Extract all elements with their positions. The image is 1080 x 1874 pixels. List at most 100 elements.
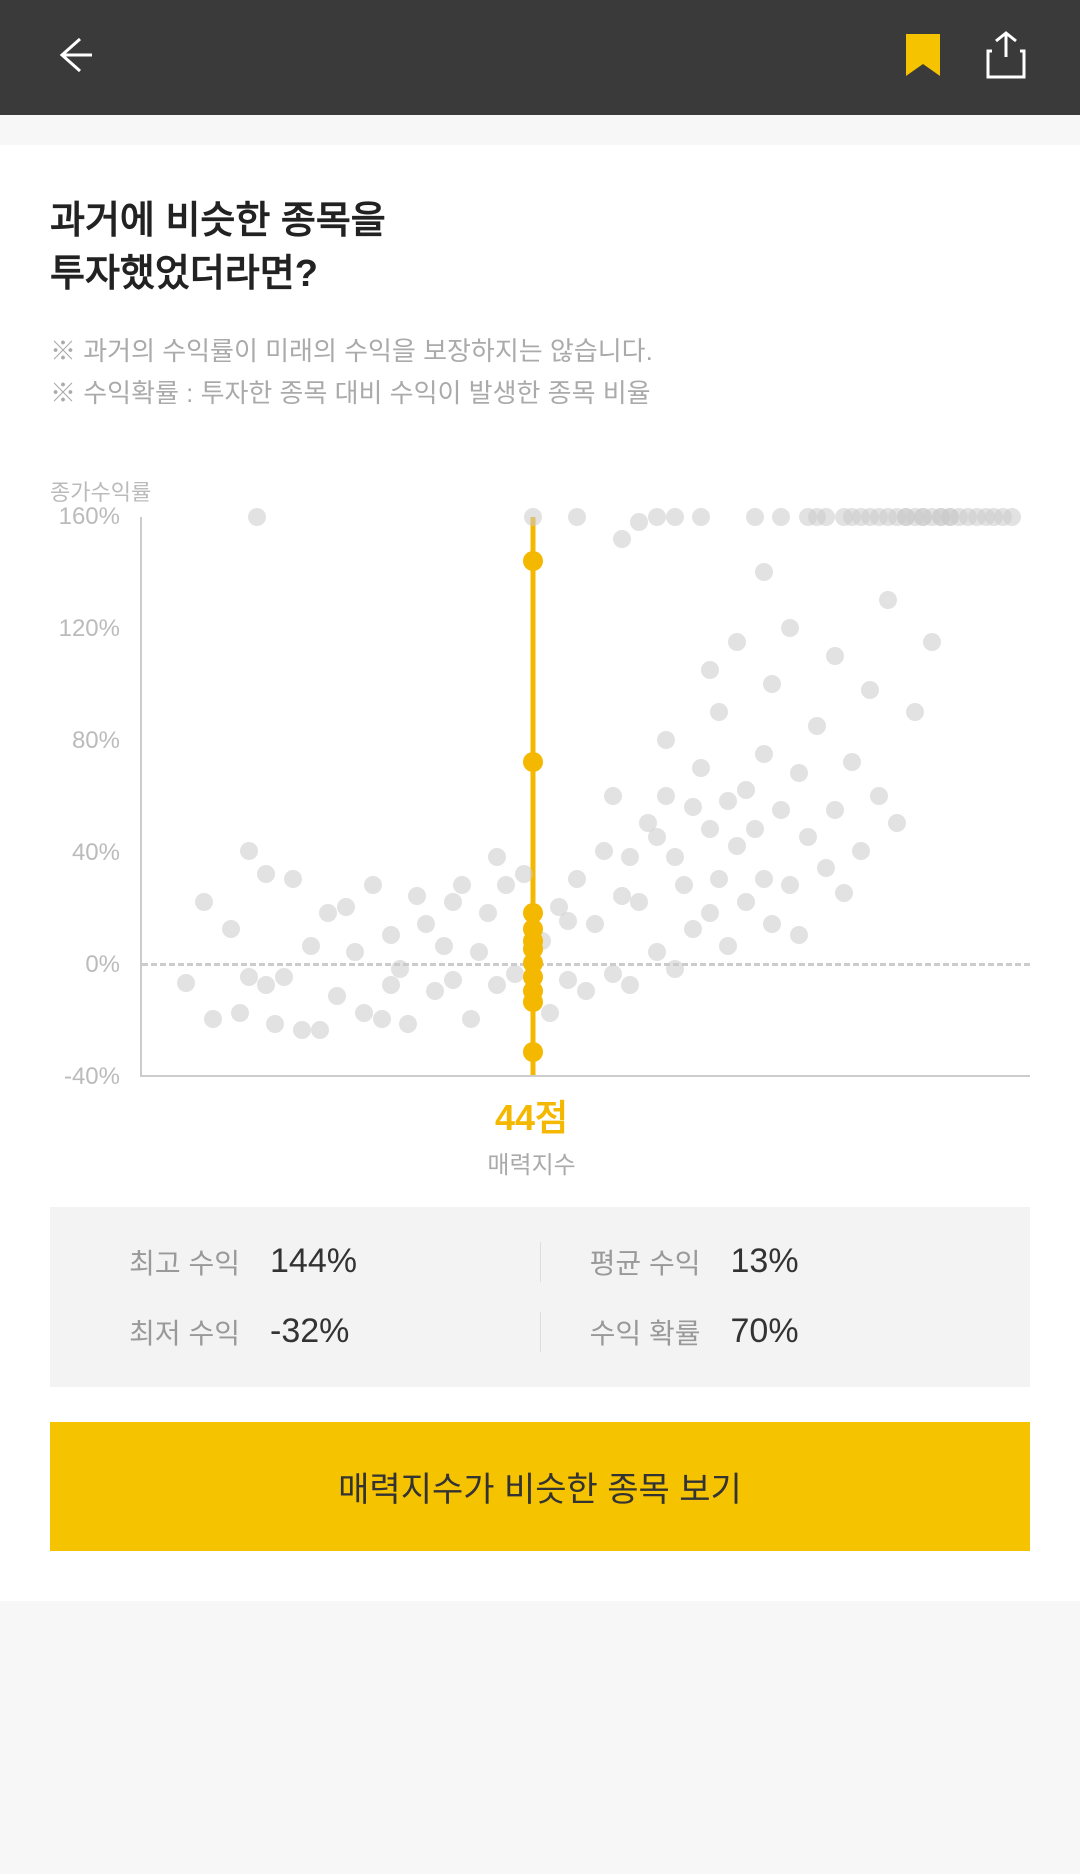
scatter-dot (746, 508, 764, 526)
scatter-dot (328, 987, 346, 1005)
scatter-dot (559, 971, 577, 989)
scatter-dot (826, 647, 844, 665)
scatter-dot (763, 915, 781, 933)
scatter-dot (257, 865, 275, 883)
scatter-dot (373, 1010, 391, 1028)
scatter-dot (630, 513, 648, 531)
score-value: 44점 (487, 1089, 575, 1141)
scatter-dot (728, 837, 746, 855)
scatter-chart: 종가수익률 160%120%80%40%0%-40% 44점 매력지수 (50, 475, 1030, 1077)
scatter-dot (684, 798, 702, 816)
scatter-dot (701, 661, 719, 679)
scatter-dot (613, 887, 631, 905)
scatter-dot (497, 876, 515, 894)
stat-value-prob: 70% (731, 1312, 799, 1351)
scatter-dot (568, 508, 586, 526)
scatter-dot (595, 842, 613, 860)
scatter-dot (772, 508, 790, 526)
stat-value-max: 144% (270, 1242, 357, 1281)
highlight-dot (523, 1042, 543, 1062)
scatter-dot (621, 976, 639, 994)
scatter-dot (506, 965, 524, 983)
scatter-dot (524, 508, 542, 526)
scatter-dot (755, 870, 773, 888)
scatter-dot (515, 865, 533, 883)
stat-label-avg: 평균 수익 (571, 1242, 701, 1282)
scatter-dot (364, 876, 382, 894)
stat-label-max: 최고 수익 (110, 1242, 240, 1282)
share-button[interactable] (982, 29, 1030, 86)
scatter-dot (604, 965, 622, 983)
scatter-dot (311, 1021, 329, 1039)
scatter-dot (684, 920, 702, 938)
scatter-dot (559, 912, 577, 930)
scatter-dot (826, 801, 844, 819)
stat-value-min: -32% (270, 1312, 349, 1351)
scatter-dot (648, 508, 666, 526)
scatter-dot (204, 1010, 222, 1028)
scatter-dot (426, 982, 444, 1000)
scatter-dot (346, 943, 364, 961)
score-caption: 매력지수 (487, 1145, 575, 1180)
scatter-dot (399, 1015, 417, 1033)
scatter-dot (257, 976, 275, 994)
scatter-dot (453, 876, 471, 894)
scatter-dot (222, 920, 240, 938)
back-button[interactable] (50, 31, 98, 84)
scatter-dot (692, 508, 710, 526)
scatter-dot (586, 915, 604, 933)
scatter-dot (568, 870, 586, 888)
scatter-dot (417, 915, 435, 933)
app-header (0, 0, 1080, 115)
stat-label-prob: 수익 확률 (571, 1312, 701, 1352)
scatter-dot (790, 926, 808, 944)
scatter-dot (843, 753, 861, 771)
scatter-dot (701, 820, 719, 838)
scatter-dot (888, 814, 906, 832)
scatter-dot (275, 968, 293, 986)
scatter-dot (293, 1021, 311, 1039)
view-similar-button[interactable]: 매력지수가 비슷한 종목 보기 (50, 1422, 1030, 1551)
scatter-dot (541, 1004, 559, 1022)
scatter-dot (701, 904, 719, 922)
scatter-dot (657, 787, 675, 805)
scatter-dot (177, 974, 195, 992)
scatter-dot (906, 703, 924, 721)
highlight-dot (523, 551, 543, 571)
stat-value-avg: 13% (731, 1242, 799, 1281)
scatter-dot (240, 968, 258, 986)
scatter-dot (808, 717, 826, 735)
scatter-dot (479, 904, 497, 922)
y-tick: 80% (72, 727, 120, 755)
scatter-dot (1003, 508, 1021, 526)
scatter-dot (728, 633, 746, 651)
scatter-dot (488, 976, 506, 994)
scatter-dot (248, 508, 266, 526)
scatter-dot (763, 675, 781, 693)
scatter-dot (382, 926, 400, 944)
scatter-dot (817, 508, 835, 526)
scatter-dot (772, 801, 790, 819)
scatter-dot (755, 563, 773, 581)
scatter-dot (666, 848, 684, 866)
y-tick: 160% (59, 503, 120, 531)
y-tick: 0% (85, 951, 120, 979)
scatter-dot (799, 828, 817, 846)
bookmark-button[interactable] (904, 32, 942, 83)
y-axis-label: 종가수익률 (50, 475, 1030, 507)
scatter-dot (621, 848, 639, 866)
stats-panel: 최고 수익 144% 평균 수익 13% 최저 수익 -32% 수익 확률 70… (50, 1207, 1030, 1387)
scatter-dot (408, 887, 426, 905)
disclaimer-text: ※ 과거의 수익률이 미래의 수익을 보장하지는 않습니다. ※ 수익확률 : … (50, 331, 1030, 414)
scatter-dot (692, 759, 710, 777)
scatter-dot (835, 884, 853, 902)
scatter-dot (861, 681, 879, 699)
scatter-dot (923, 633, 941, 651)
scatter-dot (790, 764, 808, 782)
scatter-dot (444, 971, 462, 989)
scatter-dot (337, 898, 355, 916)
scatter-dot (266, 1015, 284, 1033)
scatter-dot (444, 893, 462, 911)
scatter-dot (666, 960, 684, 978)
y-tick: 40% (72, 839, 120, 867)
